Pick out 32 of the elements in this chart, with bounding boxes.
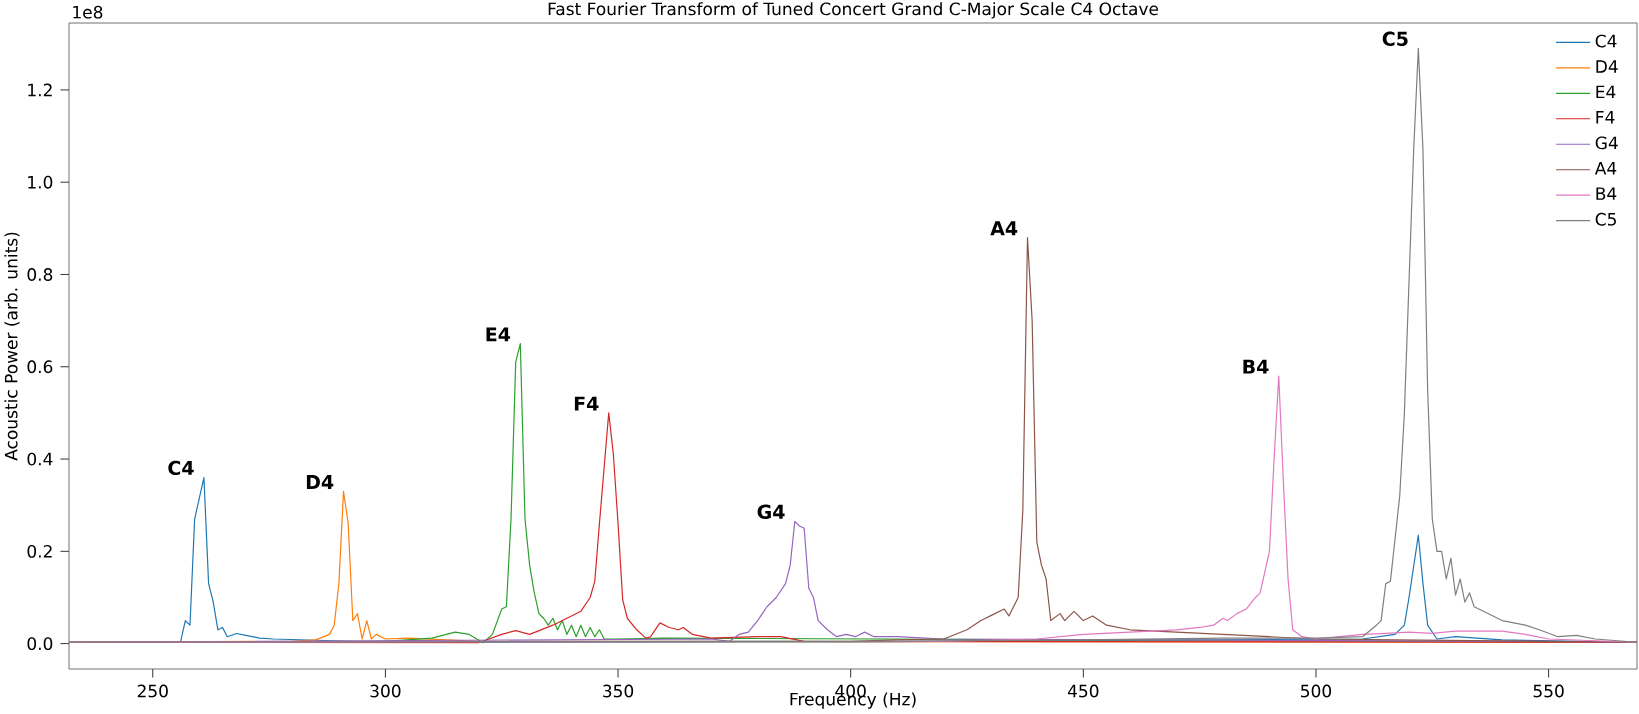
- y-tick-label: 1.0: [28, 175, 53, 189]
- legend-label: B4: [1596, 187, 1617, 200]
- legend-label: G4: [1595, 136, 1618, 150]
- y-tick-label: 0.8: [27, 268, 53, 281]
- legend-label: F4: [1596, 111, 1615, 124]
- text: 1e8: [73, 5, 103, 19]
- y-tick-label: 0.2: [27, 544, 52, 558]
- legend-label: D4: [1596, 60, 1618, 73]
- annotation: C4: [168, 460, 194, 476]
- legend-label: C5: [1595, 212, 1616, 226]
- legend-label: C4: [1595, 34, 1617, 48]
- annotation: E4: [486, 327, 511, 342]
- y-axis-title: Acoustic Power (arb. units): [4, 232, 20, 461]
- y-tick-label: 0.4: [27, 452, 53, 466]
- annotation: B4: [1243, 359, 1269, 374]
- y-tick-label: 0.0: [27, 637, 53, 651]
- legend-label: A4: [1594, 162, 1617, 175]
- x-tick-label: 300: [370, 684, 401, 698]
- x-tick-label: 550: [1533, 684, 1564, 698]
- annotation: C5: [1382, 31, 1408, 46]
- chart-title: Fast Fourier Transform of Tuned Concert Grand C-Major Scale C4 Octave: [548, 2, 1159, 19]
- y-tick-label: 0.6: [27, 360, 53, 374]
- x-tick-label: 350: [603, 684, 634, 698]
- annotation: D4: [306, 475, 334, 489]
- annotation: A4: [990, 221, 1018, 236]
- x-tick-label: 500: [1301, 684, 1332, 698]
- x-tick-label: 450: [1067, 684, 1099, 698]
- y-tick-label: 1.2: [28, 83, 52, 97]
- annotation: F4: [574, 396, 599, 411]
- x-tick-label: 250: [137, 684, 168, 698]
- legend-label: E4: [1596, 85, 1616, 99]
- annotation: G4: [757, 504, 785, 519]
